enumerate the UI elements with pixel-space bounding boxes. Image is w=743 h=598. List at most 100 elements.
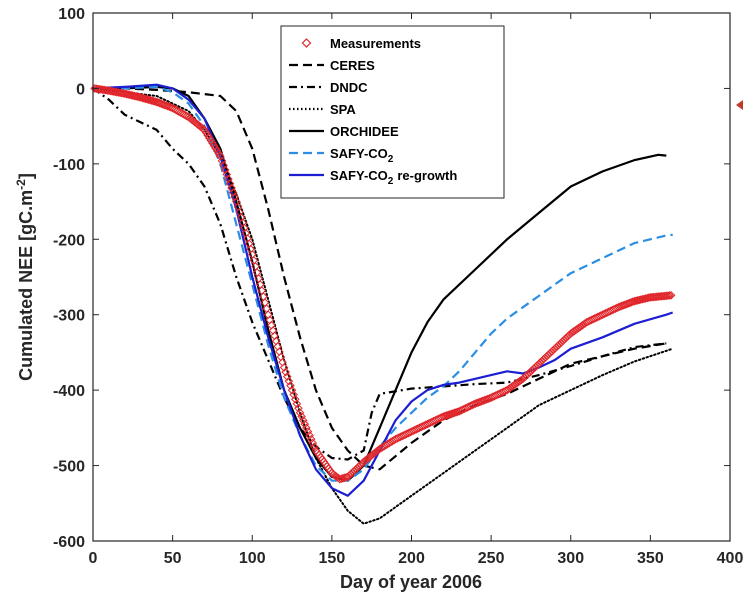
measurement-point [107, 86, 117, 96]
measurement-point [225, 179, 235, 188]
measurement-point [134, 92, 144, 102]
measurement-point [201, 128, 211, 137]
measurement-point [136, 93, 146, 102]
measurement-point [297, 412, 306, 421]
series-line-1 [93, 87, 667, 471]
x-tick-label: 100 [239, 550, 266, 567]
x-tick-label: 0 [89, 550, 98, 567]
y-tick-label: -100 [53, 157, 85, 174]
measurement-point [294, 403, 303, 413]
measurement-point [144, 95, 154, 105]
measurement-point [90, 84, 99, 93]
x-tick-label: 150 [319, 550, 346, 567]
measurement-point [208, 138, 217, 148]
series-measurements [90, 84, 676, 484]
edge-marker [736, 100, 743, 110]
legend-box [280, 25, 505, 199]
measurement-point [103, 86, 112, 95]
ticks-layer: 0 50 100 150 200 250 300 350 400 -600 -500 -400 -300… [53, 6, 743, 567]
measurement-point [230, 192, 240, 202]
legend-label-sub: 2 [388, 154, 394, 165]
x-tick-label: 250 [478, 550, 505, 567]
measurement-point [443, 410, 453, 420]
legend-label: DNDC [330, 80, 368, 95]
legend-label: ORCHIDEE [330, 124, 399, 139]
measurement-point [142, 94, 152, 104]
legend-label: Measurements [330, 36, 421, 51]
series-layer [90, 83, 676, 525]
axis-labels: Day of year 2006 Cumulated NEE [gC.m-2] [14, 173, 482, 592]
measurement-point [112, 87, 122, 97]
measurement-point [308, 438, 318, 448]
measurement-point [338, 473, 348, 483]
measurement-point [200, 125, 209, 135]
measurement-point [212, 146, 222, 156]
legend-label: SAFY-CO2 re-growth [330, 168, 457, 187]
measurement-point [98, 85, 107, 94]
y-axis-label: Cumulated NEE [gC.m-2] [14, 173, 36, 381]
measurement-point [219, 161, 228, 170]
measurement-point [139, 94, 149, 103]
measurement-point [302, 423, 311, 433]
measurement-point [290, 394, 300, 404]
measurement-point [289, 390, 298, 399]
measurement-point [222, 170, 232, 179]
measurement-point [211, 144, 220, 153]
x-tick-label: 50 [164, 550, 182, 567]
measurement-point [337, 474, 346, 484]
measurement-point [298, 416, 308, 425]
measurement-point [442, 411, 451, 420]
measurement-point [133, 92, 142, 102]
legend-label-name: SAFY-CO [330, 168, 388, 183]
y-tick-label: -600 [53, 534, 85, 551]
legend: Measurements CERES DNDC SPA ORCHIDEE SAFY-CO2… [280, 25, 505, 199]
legend-label-name: SPA [330, 102, 356, 117]
measurement-point [292, 399, 302, 409]
measurement-point [666, 290, 676, 300]
y-axis-label-main: Cumulated NEE [gC.m [16, 190, 36, 381]
measurement-point [335, 474, 345, 484]
measurement-point [286, 381, 295, 390]
y-tick-label: 100 [58, 6, 85, 23]
measurement-point [306, 434, 316, 444]
measurement-point [120, 89, 130, 99]
y-axis-label-sup: -2 [14, 179, 28, 190]
measurement-point [626, 298, 636, 307]
measurement-point [114, 88, 123, 97]
measurement-point [282, 372, 292, 381]
measurement-point [146, 95, 155, 105]
x-tick-label: 200 [398, 550, 425, 567]
legend-label-name: DNDC [330, 80, 368, 95]
legend-items: Measurements CERES DNDC SPA ORCHIDEE SAFY-CO2… [289, 36, 457, 187]
measurement-point [123, 90, 133, 99]
measurement-point [295, 408, 305, 418]
y-axis-label-end: ] [16, 173, 36, 179]
measurement-point [628, 297, 638, 307]
legend-label-name: CERES [330, 58, 375, 73]
measurement-point [203, 130, 212, 140]
measurement-point [310, 442, 319, 452]
measurement-point [99, 85, 109, 95]
y-tick-label: -500 [53, 459, 85, 476]
measurement-point [130, 91, 139, 101]
measurement-point [279, 363, 289, 372]
measurement-point [115, 88, 125, 98]
measurement-point [141, 94, 150, 104]
measurement-point [93, 84, 103, 94]
measurement-point [448, 409, 458, 418]
measurement-point [204, 133, 214, 143]
measurement-point [300, 419, 310, 429]
measurement-point [227, 183, 236, 193]
measurement-point [214, 149, 224, 158]
measurement-point [224, 174, 233, 184]
measurement-point [281, 367, 291, 377]
measurement-point [122, 89, 131, 99]
measurement-point [109, 87, 119, 96]
legend-label: CERES [330, 58, 375, 73]
measurement-point [665, 291, 674, 300]
measurement-point [104, 86, 114, 95]
x-tick-label: 400 [717, 550, 743, 567]
measurement-point [440, 411, 450, 421]
measurement-point [128, 91, 138, 100]
